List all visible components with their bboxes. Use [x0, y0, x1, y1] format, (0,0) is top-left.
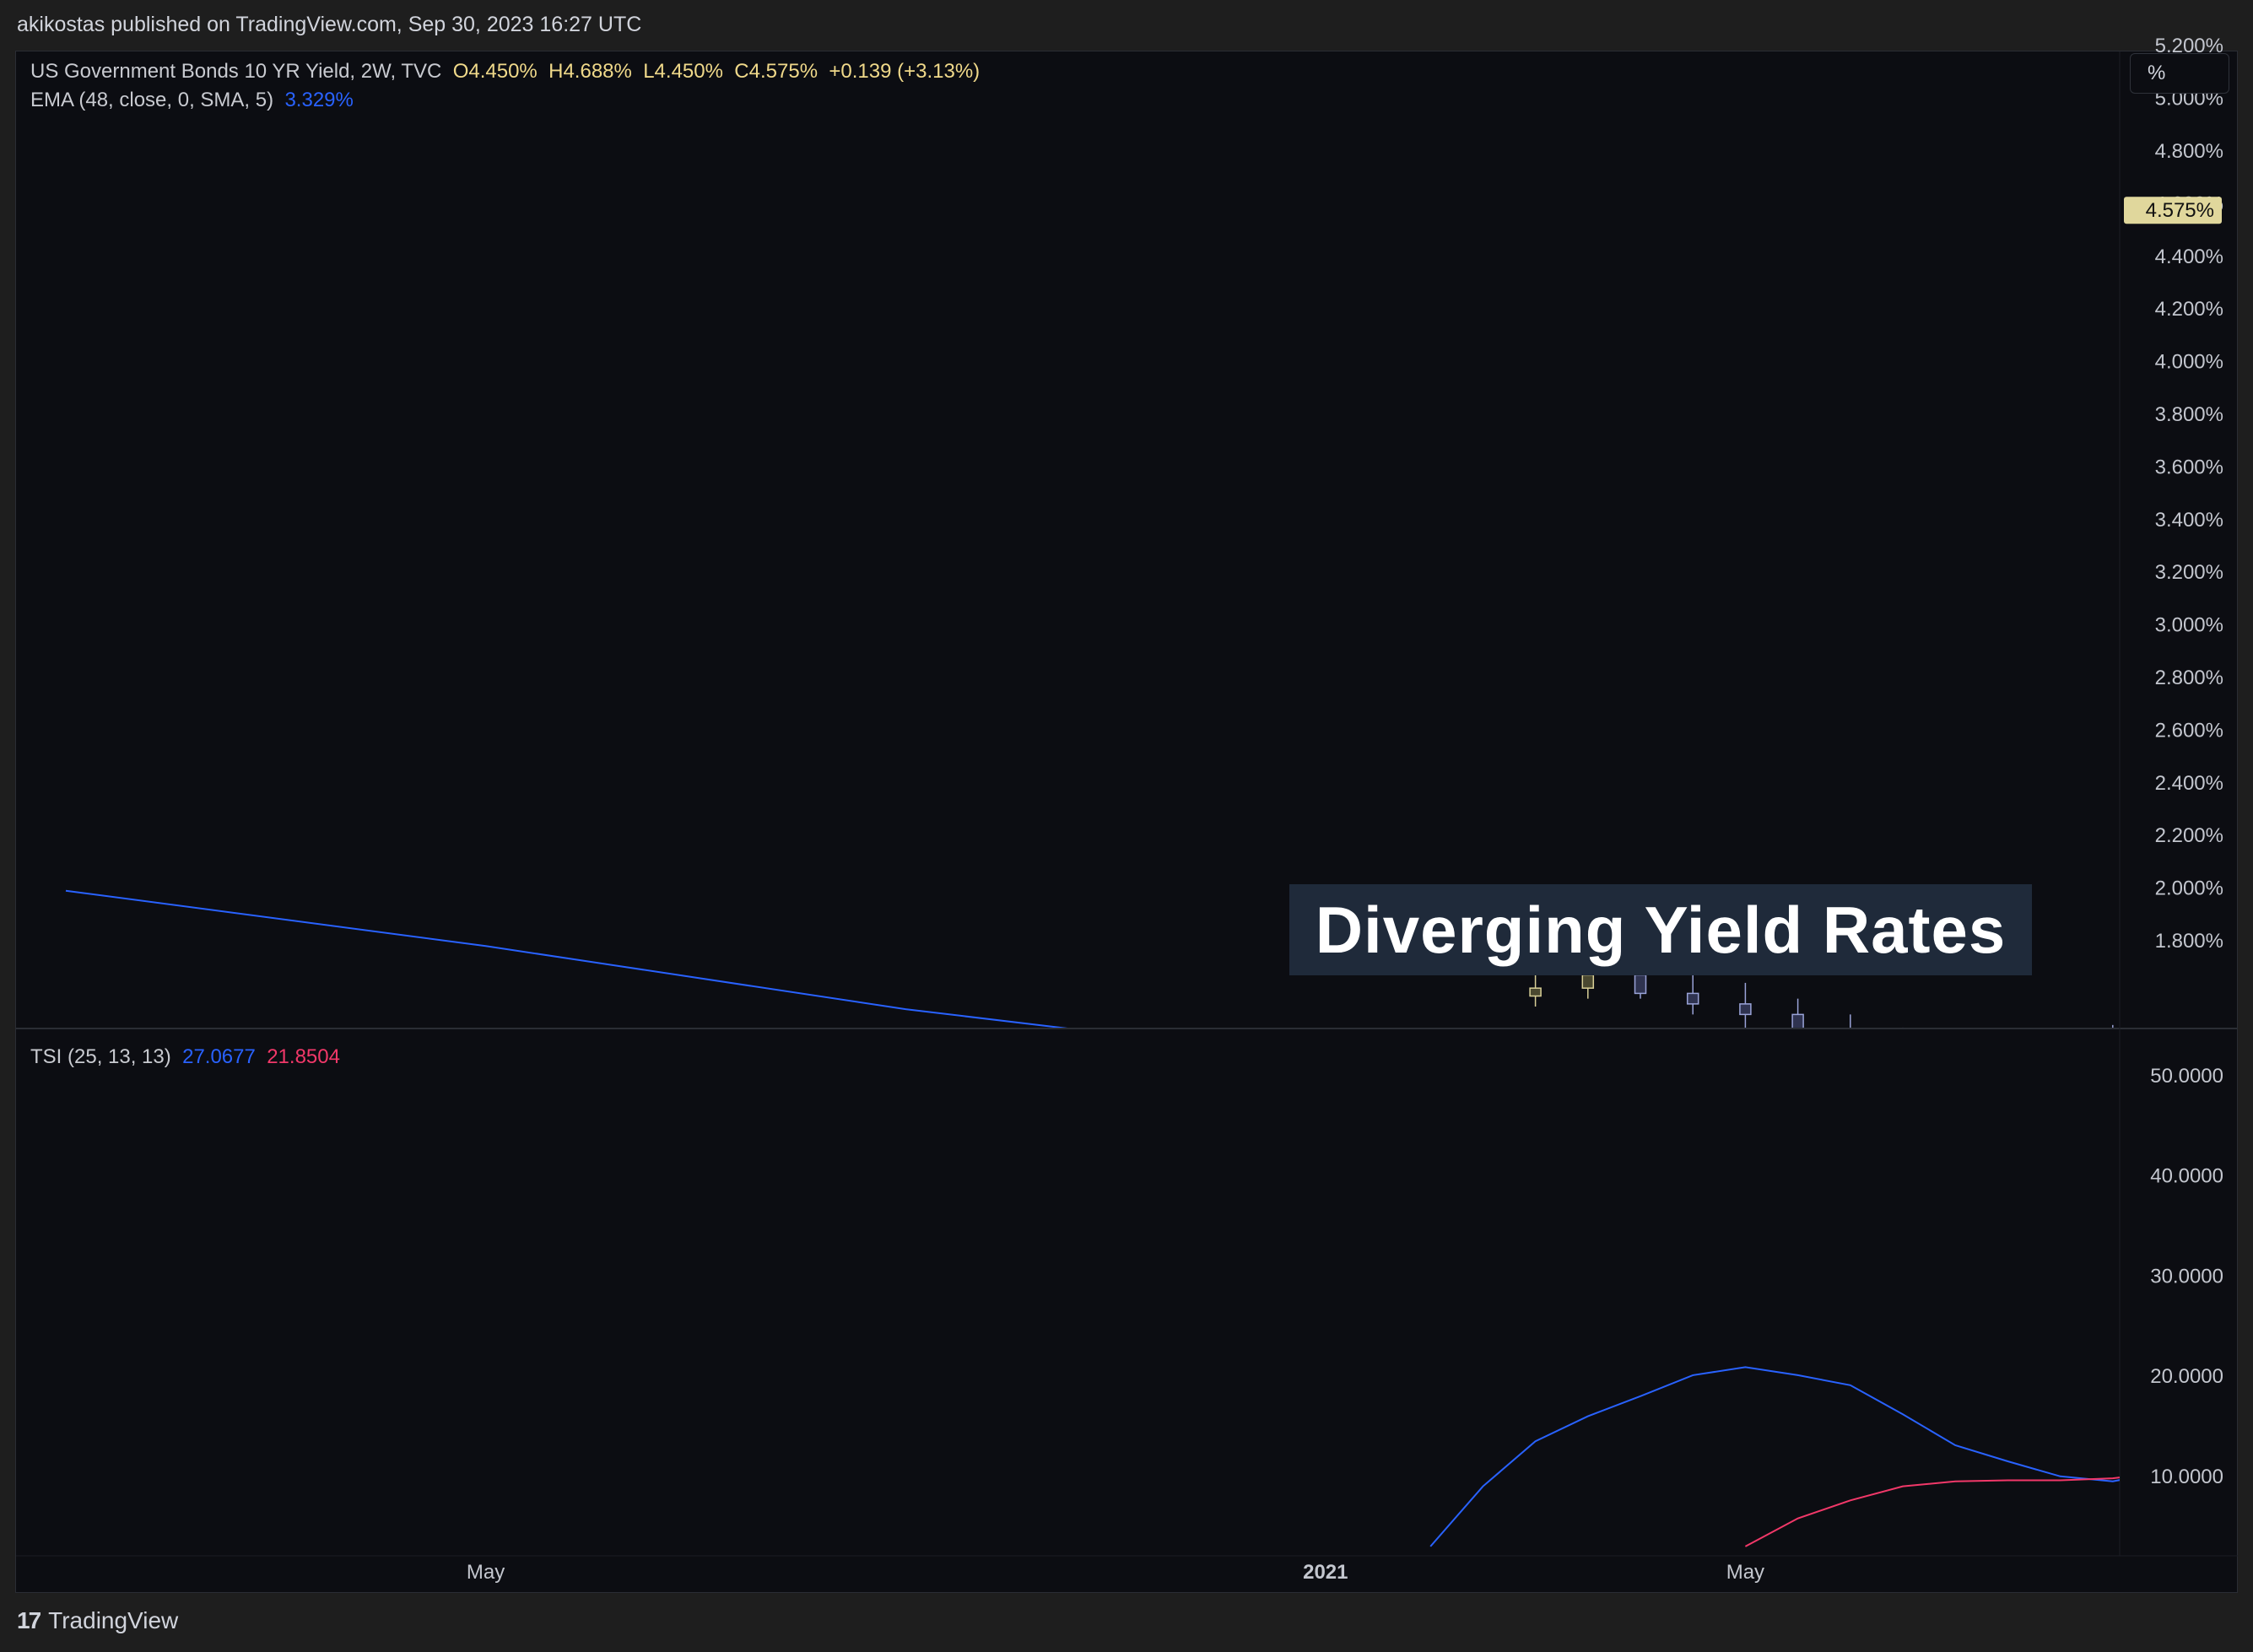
axis-layer: 5.000%4.800%4.600%4.400%4.200%4.000%3.80… [467, 35, 2223, 1584]
date-tick-label: 2021 [1303, 1561, 1348, 1584]
price-tick-label: 4.400% [2155, 246, 2223, 268]
tsi-tick-label: 50.0000 [2150, 1065, 2223, 1088]
candle-body [2002, 1072, 2013, 1093]
change-value: +0.139 (+3.13%) [829, 60, 981, 83]
brand-name: TradingView [48, 1607, 179, 1633]
candle-body [2055, 1056, 2066, 1072]
price-tick-label: 4.000% [2155, 351, 2223, 374]
tsi-legend[interactable]: TSI (25, 13, 13) 27.0677 21.8504 [30, 1045, 340, 1069]
price-tick-label: 3.400% [2155, 509, 2223, 532]
open-value: O4.450% [452, 60, 538, 83]
date-tick-label: May [467, 1561, 505, 1584]
publish-header: akikostas published on TradingView.com, … [0, 0, 2253, 51]
candle-body [1686, 992, 1699, 1005]
price-tick-label: 4.800% [2155, 140, 2223, 163]
tsi-layer [1429, 1366, 2120, 1547]
annotation-text[interactable]: Diverging Yield Rates [1289, 884, 2032, 975]
tsi-tick-label: 40.0000 [2150, 1165, 2223, 1188]
price-tick-label: 2.600% [2155, 719, 2223, 742]
tsi-tick-label: 10.0000 [2150, 1466, 2223, 1488]
candle-body [1898, 1046, 1909, 1070]
symbol-label[interactable]: US Government Bonds 10 YR Yield, 2W, TVC [30, 60, 442, 83]
high-value: H4.688% [548, 60, 632, 83]
tsi-signal-value: 21.8504 [267, 1045, 340, 1068]
price-tick-label: 2.800% [2155, 667, 2223, 689]
last-price-badge [2124, 197, 2222, 224]
price-tick-label: 3.000% [2155, 614, 2223, 637]
price-tick-label: 2.400% [2155, 772, 2223, 795]
candle-body [1529, 987, 1542, 997]
low-value: L4.450% [643, 60, 723, 83]
close-value: C4.575% [734, 60, 819, 83]
tsi-tick-label: 20.0000 [2150, 1365, 2223, 1388]
tsi-label[interactable]: TSI (25, 13, 13) [30, 1045, 171, 1068]
price-tick-label: 2.000% [2155, 877, 2223, 900]
ema-legend[interactable]: EMA (48, close, 0, SMA, 5) 3.329% [30, 89, 354, 112]
candle-body [2107, 1056, 2118, 1066]
ema-line [65, 889, 1068, 1028]
price-tick-label: 3.800% [2155, 403, 2223, 426]
ema-label[interactable]: EMA (48, close, 0, SMA, 5) [30, 89, 274, 111]
publish-info: akikostas published on TradingView.com, … [17, 13, 642, 36]
price-tick-label: 2.200% [2155, 824, 2223, 847]
tsi-value: 27.0677 [182, 1045, 256, 1068]
ema-layer [65, 889, 1068, 1028]
price-tick-label: 1.800% [2155, 930, 2223, 953]
footer [0, 1593, 2253, 1652]
candle-body [1581, 974, 1595, 989]
candle-body [1739, 1003, 1752, 1016]
tradingview-logo[interactable]: 17 TradingView [17, 1607, 178, 1634]
last-price-label: 4.575% [2146, 199, 2214, 222]
main-legend[interactable]: US Government Bonds 10 YR Yield, 2W, TVC… [30, 60, 980, 84]
ema-value: 3.329% [284, 89, 354, 111]
candle-body [1634, 974, 1647, 995]
candle-body [1950, 1070, 1961, 1093]
percent-scale-button[interactable]: % [2130, 53, 2229, 94]
tsi-line [1429, 1366, 2120, 1547]
candle-body [1791, 1013, 1804, 1028]
price-tick-label: 4.200% [2155, 298, 2223, 321]
price-tick-label: 3.200% [2155, 561, 2223, 584]
price-tick-label: 3.600% [2155, 456, 2223, 478]
chart-container[interactable] [15, 51, 2238, 1593]
grid-layer [16, 51, 2238, 1557]
date-tick-label: May [1726, 1561, 1764, 1584]
tradingview-logo-icon: 17 [17, 1607, 41, 1633]
candle-body [1845, 1033, 1856, 1046]
tsi-tick-label: 30.0000 [2150, 1265, 2223, 1288]
